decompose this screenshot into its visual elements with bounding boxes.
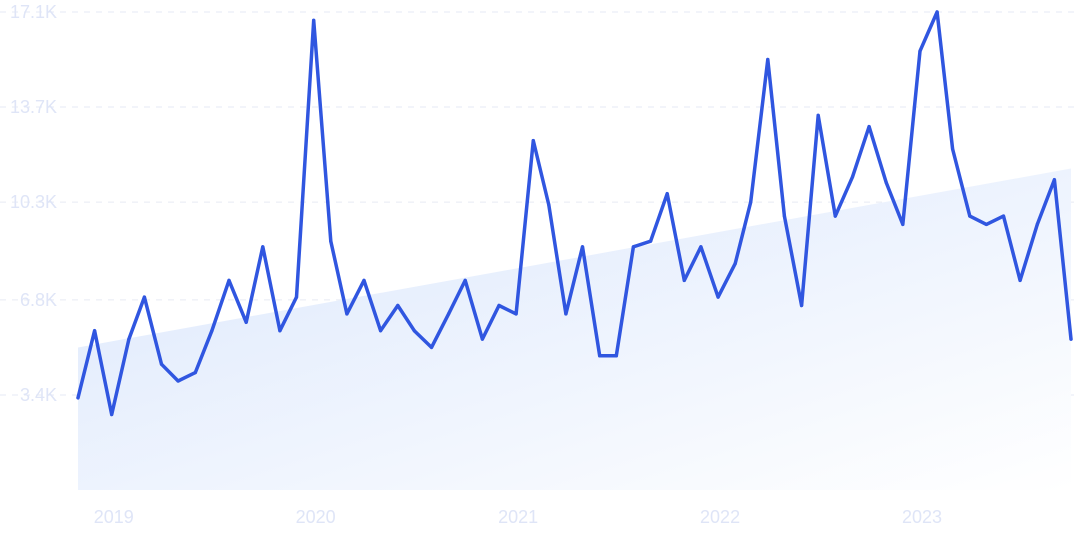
data-point [76, 396, 80, 400]
data-point [312, 18, 316, 22]
data-point [614, 354, 618, 358]
y-tick-label: 3.4K [20, 385, 57, 405]
x-tick-label: 2020 [296, 507, 336, 527]
data-point [547, 203, 551, 207]
trend-area [78, 168, 1071, 490]
data-point [463, 278, 467, 282]
y-tick-label: 13.7K [10, 97, 57, 117]
x-tick-label: 2023 [902, 507, 942, 527]
x-tick-label: 2021 [498, 507, 538, 527]
data-point [935, 10, 939, 14]
data-point [159, 362, 164, 366]
data-point [918, 49, 922, 53]
y-tick-label: 6.8K [20, 290, 57, 310]
x-tick-label: 2019 [94, 507, 134, 527]
data-point [142, 295, 146, 299]
data-point [379, 329, 383, 333]
data-point [631, 245, 636, 249]
x-axis-labels: 2019 2020 2021 2022 2023 [94, 507, 942, 527]
data-point [733, 262, 737, 266]
data-point [261, 245, 265, 249]
data-point [901, 222, 905, 226]
data-point [1069, 337, 1073, 341]
data-point [480, 337, 484, 341]
data-point [884, 180, 888, 185]
series-line [76, 10, 1073, 417]
data-point [984, 222, 989, 226]
data-point [833, 214, 837, 218]
data-point [294, 295, 299, 299]
data-point [429, 345, 434, 349]
data-point [564, 312, 568, 316]
data-point [497, 303, 501, 308]
data-point [749, 200, 753, 204]
y-axis-labels: 3.4K 6.8K 10.3K 13.7K 17.1K [10, 2, 57, 405]
data-point [682, 278, 686, 282]
data-point [244, 320, 248, 324]
data-point [412, 329, 416, 333]
data-point [816, 113, 820, 117]
data-point [278, 329, 282, 333]
data-point [580, 245, 585, 249]
data-point [127, 337, 131, 341]
data-point [782, 214, 787, 218]
data-point [531, 139, 535, 143]
data-point [362, 278, 366, 282]
data-point [396, 303, 400, 308]
data-point [800, 303, 804, 308]
y-tick-label: 17.1K [10, 2, 57, 22]
data-point [193, 371, 197, 375]
data-point [110, 412, 114, 417]
data-point [93, 329, 97, 333]
data-point [329, 239, 333, 243]
data-point [716, 295, 720, 299]
data-point [1052, 178, 1056, 182]
data-point [210, 329, 214, 333]
data-point [176, 379, 180, 383]
x-tick-label: 2022 [700, 507, 740, 527]
data-point [227, 278, 231, 282]
data-point [514, 312, 518, 316]
data-point [951, 147, 955, 151]
data-point [598, 354, 602, 358]
data-point [1018, 278, 1022, 282]
data-points [76, 10, 1073, 417]
data-point [649, 239, 653, 243]
data-point [766, 57, 770, 62]
data-point [867, 125, 871, 129]
data-point [1001, 214, 1006, 218]
data-point [665, 192, 669, 196]
data-point [968, 214, 972, 218]
data-point [1035, 222, 1039, 226]
y-tick-label: 10.3K [10, 192, 57, 212]
data-point [345, 312, 349, 316]
data-point [850, 175, 855, 179]
data-point [699, 245, 703, 249]
data-point [447, 312, 451, 316]
